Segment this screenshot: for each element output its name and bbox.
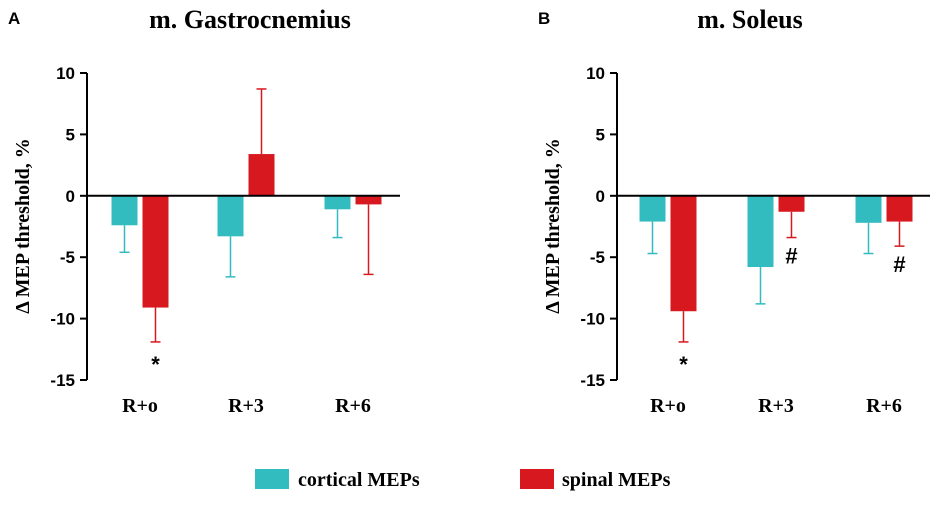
legend-swatch-spinal bbox=[520, 469, 554, 489]
significance-star: * bbox=[679, 352, 688, 377]
y-tick-label: 5 bbox=[596, 125, 605, 144]
y-tick-label: 0 bbox=[596, 187, 605, 206]
y-tick-label: -5 bbox=[60, 248, 75, 267]
y-axis-label: Δ MEP threshold, % bbox=[12, 138, 34, 314]
x-tick-label: R+6 bbox=[866, 395, 902, 417]
x-tick-label: R+6 bbox=[335, 395, 371, 417]
bar bbox=[142, 195, 169, 308]
legend-label-spinal: spinal MEPs bbox=[562, 469, 671, 491]
chart-title: m. Soleus bbox=[697, 5, 802, 34]
y-tick-label: -10 bbox=[580, 310, 605, 329]
panel-label: B bbox=[538, 9, 550, 28]
y-tick-label: -15 bbox=[580, 371, 605, 390]
panel-label: A bbox=[8, 9, 20, 28]
bar bbox=[111, 195, 138, 226]
bar bbox=[355, 195, 382, 205]
bar bbox=[886, 195, 913, 222]
bar bbox=[670, 195, 697, 312]
bar bbox=[747, 195, 774, 268]
bar bbox=[639, 195, 666, 222]
x-tick-label: R+3 bbox=[228, 395, 264, 417]
bar bbox=[855, 195, 882, 223]
legend-swatch-cortical bbox=[255, 469, 289, 489]
x-tick-label: R+o bbox=[122, 395, 158, 417]
bar bbox=[324, 195, 351, 210]
bar bbox=[778, 195, 805, 212]
y-tick-label: -15 bbox=[50, 371, 75, 390]
legend-label-cortical: cortical MEPs bbox=[298, 469, 420, 491]
significance-star: * bbox=[151, 352, 160, 377]
significance-hash: # bbox=[893, 252, 905, 277]
y-tick-label: 10 bbox=[56, 64, 75, 83]
x-tick-label: R+o bbox=[650, 395, 686, 417]
y-tick-label: -5 bbox=[590, 248, 605, 267]
y-tick-label: 10 bbox=[586, 64, 605, 83]
significance-hash: # bbox=[785, 244, 797, 269]
x-tick-label: R+3 bbox=[758, 395, 794, 417]
bar bbox=[248, 154, 275, 196]
y-tick-label: 5 bbox=[66, 125, 75, 144]
chart-title: m. Gastrocnemius bbox=[149, 5, 351, 34]
y-axis-label: Δ MEP threshold, % bbox=[542, 138, 564, 314]
y-tick-label: 0 bbox=[66, 187, 75, 206]
y-tick-label: -10 bbox=[50, 310, 75, 329]
bar bbox=[217, 195, 244, 237]
